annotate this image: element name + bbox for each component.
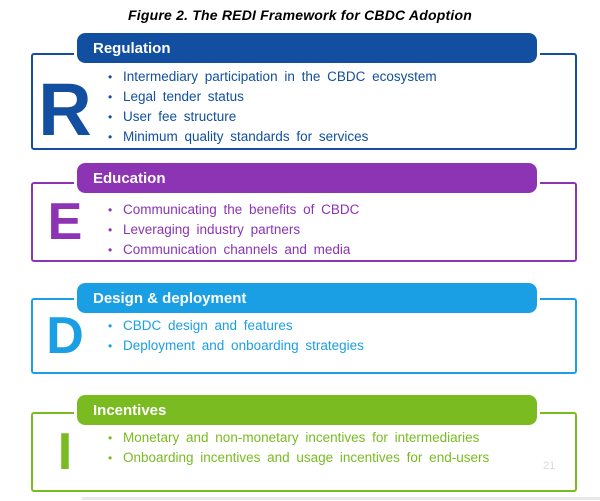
bullet-marker-icon: • xyxy=(108,431,113,445)
bullet-text: User fee structure xyxy=(123,109,237,124)
section-header-r: Regulation xyxy=(74,30,540,66)
section-letter-i: I xyxy=(57,423,73,481)
bullet-marker-icon: • xyxy=(108,223,113,237)
bullet-marker-icon: • xyxy=(108,319,113,333)
bullet-text: Communicating the benefits of CBDC xyxy=(123,202,360,217)
bullet-item: • Leveraging industry partners xyxy=(108,220,548,240)
bullet-text: Onboarding incentives and usage incentiv… xyxy=(123,450,490,465)
section-letter-d: D xyxy=(46,307,84,365)
section-header-i: Incentives xyxy=(74,392,540,428)
bullet-text: Deployment and onboarding strategies xyxy=(123,338,364,353)
bullet-marker-icon: • xyxy=(108,90,113,104)
bullet-list-r: • Intermediary participation in the CBDC … xyxy=(108,67,548,147)
bullet-marker-icon: • xyxy=(108,339,113,353)
bullet-marker-icon: • xyxy=(108,110,113,124)
bullet-item: • Communicating the benefits of CBDC xyxy=(108,200,548,220)
bullet-item: • User fee structure xyxy=(108,107,548,127)
section-header-label: Regulation xyxy=(93,39,171,57)
bullet-item: • Monetary and non-monetary incentives fo… xyxy=(108,428,548,448)
bullet-marker-icon: • xyxy=(108,70,113,84)
section-header-label: Incentives xyxy=(93,401,167,419)
bullet-text: Monetary and non-monetary incentives for… xyxy=(123,430,480,445)
bullet-marker-icon: • xyxy=(108,243,113,257)
bullet-item: • Minimum quality standards for services xyxy=(108,127,548,147)
section-header-label: Education xyxy=(93,169,166,187)
bullet-list-e: • Communicating the benefits of CBDC • Leve… xyxy=(108,200,548,260)
bullet-item: • Intermediary participation in the CBDC … xyxy=(108,67,548,87)
bullet-item: • Deployment and onboarding strategies xyxy=(108,336,548,356)
bullet-item: • Communication channels and media xyxy=(108,240,548,260)
bullet-marker-icon: • xyxy=(108,130,113,144)
bullet-list-d: • CBDC design and features • Deployment and… xyxy=(108,316,548,356)
bullet-marker-icon: • xyxy=(108,451,113,465)
section-header-e: Education xyxy=(74,160,540,196)
bullet-text: Intermediary participation in the CBDC e… xyxy=(123,69,437,84)
section-letter-e: E xyxy=(47,193,83,251)
slide-edge-divider xyxy=(82,497,600,500)
bullet-item: • Legal tender status xyxy=(108,87,548,107)
bullet-item: • Onboarding incentives and usage incenti… xyxy=(108,448,548,468)
bullet-item: • CBDC design and features xyxy=(108,316,548,336)
bullet-text: Minimum quality standards for services xyxy=(123,129,369,144)
section-header-d: Design & deployment xyxy=(74,280,540,316)
bullet-text: Leveraging industry partners xyxy=(123,222,301,237)
bullet-text: Legal tender status xyxy=(123,89,244,104)
bullet-text: CBDC design and features xyxy=(123,318,293,333)
bullet-list-i: • Monetary and non-monetary incentives fo… xyxy=(108,428,548,468)
figure-title: Figure 2. The REDI Framework for CBDC Ad… xyxy=(128,7,472,23)
bullet-text: Communication channels and media xyxy=(123,242,351,257)
page-number: 21 xyxy=(543,460,556,472)
section-header-label: Design & deployment xyxy=(93,289,247,307)
bullet-marker-icon: • xyxy=(108,203,113,217)
section-letter-r: R xyxy=(38,67,92,151)
